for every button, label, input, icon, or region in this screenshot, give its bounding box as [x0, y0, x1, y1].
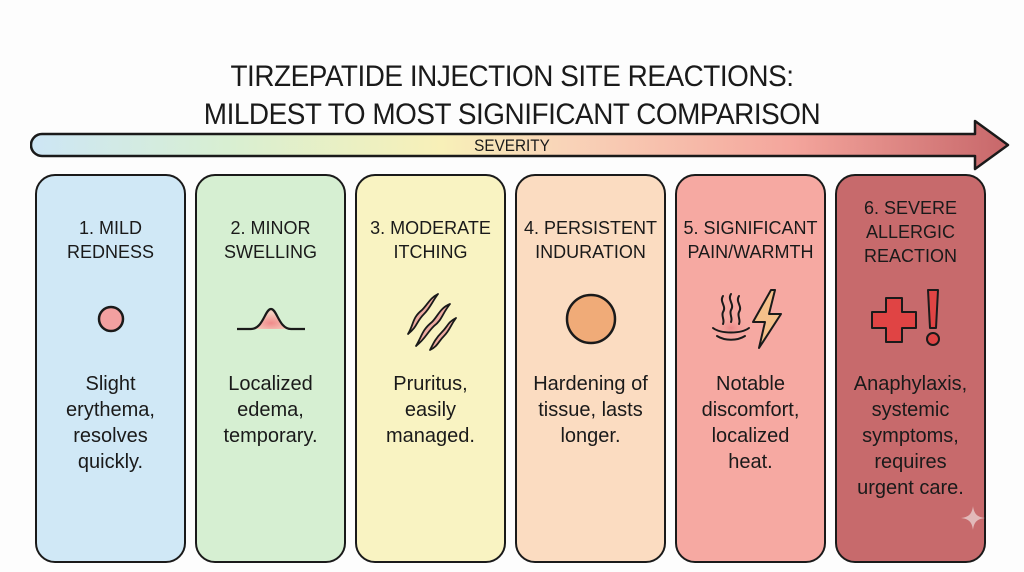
card-minor-swelling: 2. MINOR SWELLING Localized edema, tempo… — [195, 174, 346, 563]
severity-cards: 1. MILD REDNESS Slight erythema, resolve… — [35, 174, 990, 566]
red-dot-icon — [37, 284, 184, 354]
card-description: Slight erythema, resolves quickly. — [66, 373, 155, 473]
title-line-2: MILDEST TO MOST SIGNIFICANT COMPARISON — [203, 98, 821, 131]
card-title: 2. MINOR SWELLING — [223, 218, 318, 262]
card-description: Localized edema, temporary. — [223, 373, 318, 447]
scratch-marks-icon — [357, 284, 504, 354]
card-description: Notable discomfort, localized heat. — [701, 373, 800, 473]
page-title: TIRZEPATIDE INJECTION SITE REACTIONS: MI… — [36, 58, 988, 134]
card-description: Hardening of tissue, lasts longer. — [533, 373, 648, 447]
title-line-1: TIRZEPATIDE INJECTION SITE REACTIONS: — [230, 60, 794, 93]
card-title: 4. PERSISTENT INDURATION — [523, 218, 658, 262]
medical-cross-alert-icon — [837, 284, 984, 354]
card-persistent-induration: 4. PERSISTENT INDURATION Hardening of ti… — [515, 174, 666, 563]
heat-lightning-icon — [677, 284, 824, 354]
severity-arrow-icon — [30, 119, 1010, 171]
card-title: 6. SEVERE ALLERGIC REACTION — [863, 198, 958, 266]
card-mild-redness: 1. MILD REDNESS Slight erythema, resolve… — [35, 174, 186, 563]
swelling-bump-icon — [197, 284, 344, 354]
hard-lump-icon — [517, 284, 664, 354]
sparkle-watermark-icon — [961, 506, 985, 530]
card-title: 5. SIGNIFICANT PAIN/WARMTH — [683, 218, 818, 262]
card-title: 3. MODERATE ITCHING — [370, 218, 491, 262]
card-description: Pruritus, easily managed. — [386, 373, 475, 447]
card-description: Anaphylaxis, systemic symptoms, requires… — [853, 373, 968, 499]
card-significant-pain-warmth: 5. SIGNIFICANT PAIN/WARMTH Notable disco… — [675, 174, 826, 563]
severity-label: SEVERITY — [474, 136, 550, 155]
card-moderate-itching: 3. MODERATE ITCHING Pruritus, easily man… — [355, 174, 506, 563]
card-title: 1. MILD REDNESS — [66, 218, 155, 262]
card-severe-allergic-reaction: 6. SEVERE ALLERGIC REACTION Anaphylaxis,… — [835, 174, 986, 563]
